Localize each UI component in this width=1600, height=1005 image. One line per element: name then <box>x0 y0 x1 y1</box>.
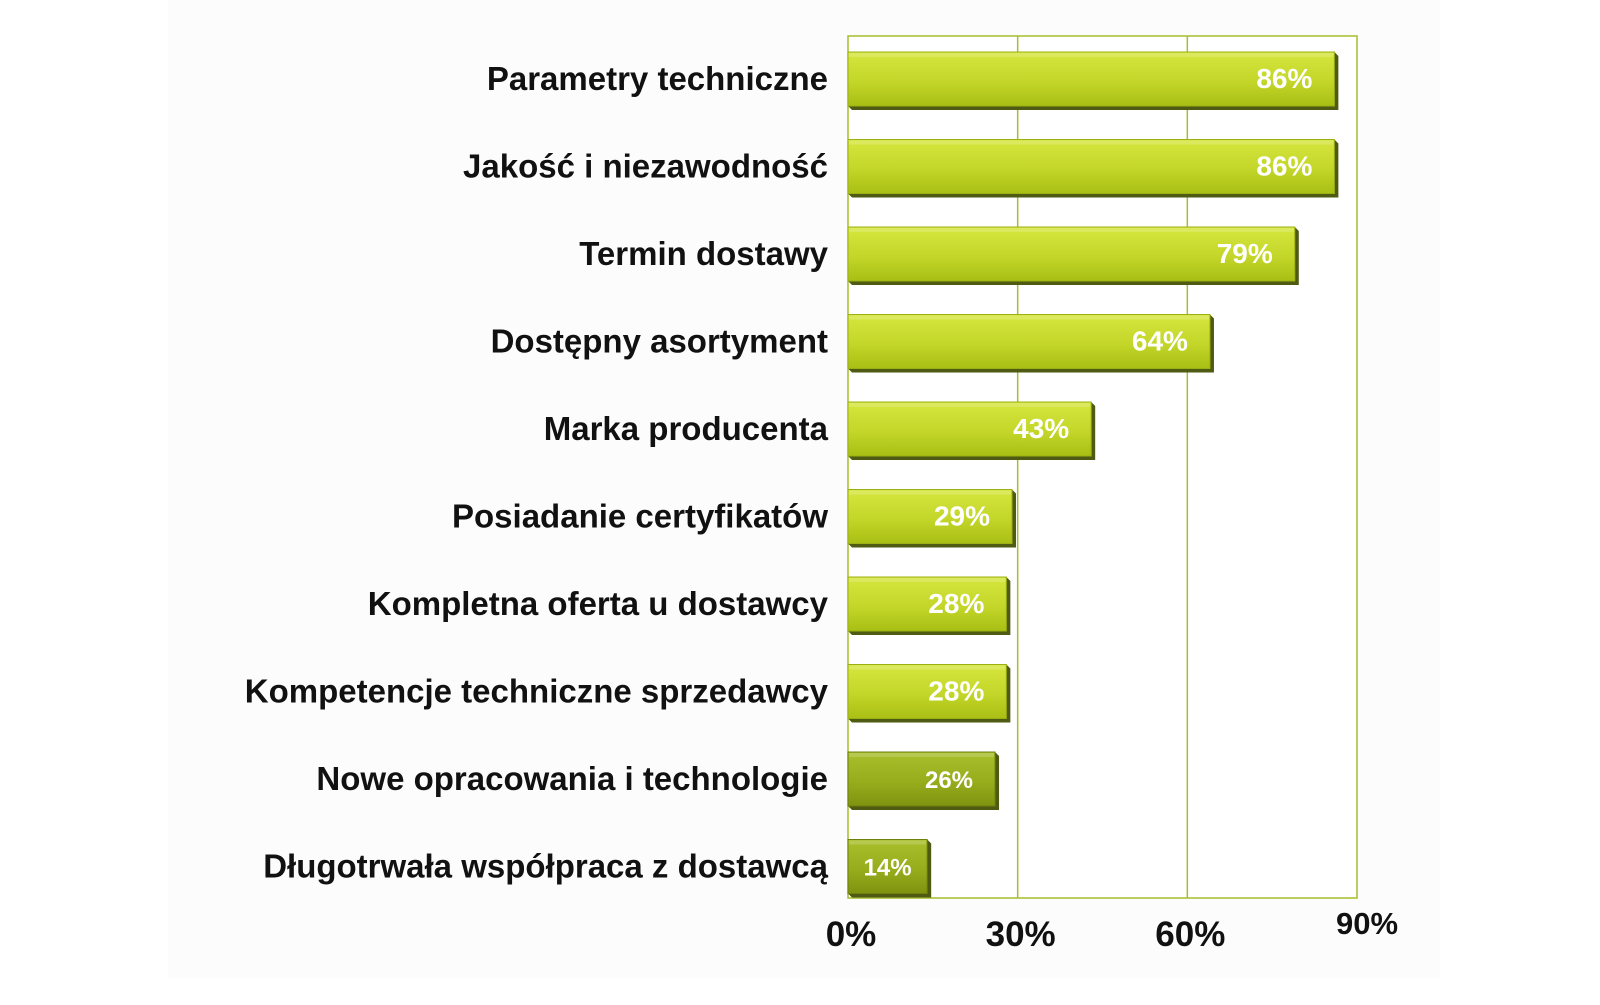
bar-value-label: 64% <box>1132 326 1188 357</box>
x-tick-label: 60% <box>1155 915 1225 954</box>
bar-highlight <box>849 578 1006 582</box>
bar-value-label: 86% <box>1256 63 1312 94</box>
bar-highlight <box>849 403 1091 407</box>
bar-value-label: 86% <box>1256 151 1312 182</box>
bar-face <box>847 751 996 807</box>
bar-highlight <box>849 228 1294 232</box>
category-label: Parametry techniczne <box>487 60 828 97</box>
bar-value-label: 26% <box>925 767 973 794</box>
bar-value-label: 79% <box>1217 238 1273 269</box>
bar-value-label: 14% <box>864 855 912 882</box>
bar-highlight <box>849 490 1012 495</box>
bar-face <box>847 314 1211 369</box>
bar-6 <box>847 489 1017 548</box>
bar-9 <box>847 751 1000 810</box>
bar-4 <box>847 314 1214 373</box>
category-label: Nowe opracowania i technologie <box>316 760 828 797</box>
bar-face <box>847 226 1296 282</box>
bar-highlight <box>849 315 1209 320</box>
bar-8 <box>847 664 1011 723</box>
bar-face <box>847 139 1335 194</box>
bar-value-label: 28% <box>928 676 984 707</box>
category-label: Kompletna oferta u dostawcy <box>368 585 829 622</box>
bar-face <box>847 576 1007 632</box>
bar-face <box>847 51 1335 107</box>
category-label: Dostępny asortyment <box>491 323 828 360</box>
category-label: Marka producenta <box>544 410 829 447</box>
bar-highlight <box>849 53 1334 57</box>
bar-value-label: 29% <box>934 501 990 532</box>
category-label: Termin dostawy <box>579 235 828 272</box>
bar-highlight <box>849 840 927 845</box>
category-label: Jakość i niezawodność <box>463 148 828 185</box>
x-tick-label: 90% <box>1336 906 1398 941</box>
bar-3 <box>847 226 1299 285</box>
bar-value-label: 43% <box>1013 413 1069 444</box>
category-label: Długotrwała współpraca z dostawcą <box>263 848 828 885</box>
bar-face <box>847 664 1007 719</box>
bar-highlight <box>849 665 1006 670</box>
bar-1 <box>847 51 1339 110</box>
bar-value-label: 28% <box>928 588 984 619</box>
bar-7 <box>847 576 1011 635</box>
bar-2 <box>847 139 1339 198</box>
x-tick-label: 30% <box>986 915 1056 954</box>
category-label: Posiadanie certyfikatów <box>452 498 828 535</box>
bar-face <box>847 489 1013 544</box>
category-label: Kompetencje techniczne sprzedawcy <box>245 673 829 710</box>
bar-highlight <box>849 140 1334 145</box>
bar-highlight <box>849 753 995 757</box>
x-tick-label: 0% <box>826 915 877 954</box>
bar-10 <box>847 839 932 898</box>
bar-face <box>847 401 1092 457</box>
bar-5 <box>847 401 1096 460</box>
bar-face <box>847 839 928 894</box>
